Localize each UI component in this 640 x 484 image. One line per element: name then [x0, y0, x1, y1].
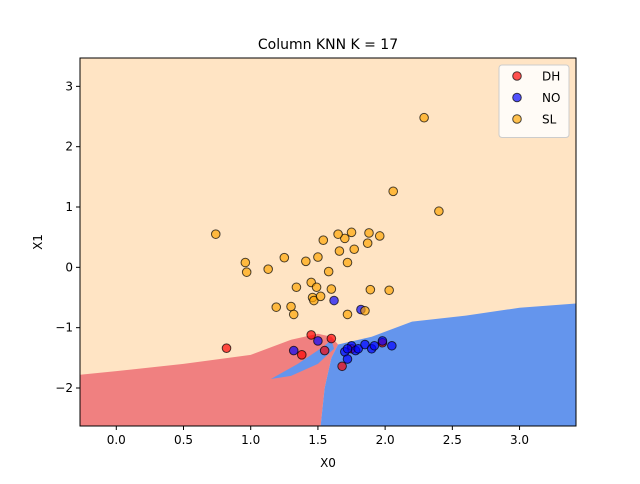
point-sl	[263, 264, 273, 274]
point-no	[377, 336, 388, 346]
point-sl	[362, 238, 373, 249]
point-dh	[319, 345, 330, 356]
point-sl	[288, 309, 299, 320]
plot-area	[79, 57, 577, 427]
point-dh	[221, 343, 232, 353]
point-sl	[346, 227, 357, 238]
point-sl	[323, 266, 334, 277]
point-sl	[434, 206, 444, 217]
point-sl	[342, 257, 353, 268]
x-tick-label: 2.0	[376, 433, 395, 447]
point-sl	[340, 233, 350, 244]
x-tick-label: 3.0	[510, 433, 529, 447]
point-no	[313, 336, 323, 346]
x-axis: 0.0 0.5 1.0 1.5 2.0 2.5 3.0	[107, 426, 529, 447]
point-no	[342, 343, 353, 354]
y-tick-label: 2	[65, 140, 73, 154]
data-points	[210, 112, 444, 372]
point-sl	[388, 186, 398, 197]
y-tick-label: 0	[65, 260, 73, 274]
region-no	[320, 303, 576, 426]
x-tick-label: 0.5	[174, 433, 193, 447]
point-sl	[365, 284, 376, 295]
x-axis-label: X0	[320, 456, 336, 470]
plot-frame	[79, 57, 577, 427]
point-dh	[326, 333, 337, 344]
point-no	[353, 343, 364, 354]
region-dh	[80, 333, 339, 426]
point-dh	[296, 350, 307, 360]
x-tick-label: 2.5	[443, 433, 462, 447]
point-sl	[326, 284, 337, 294]
legend-label-sl: SL	[542, 113, 557, 127]
point-sl	[301, 256, 311, 267]
point-sl	[342, 309, 353, 320]
point-sl	[419, 112, 429, 123]
point-sl	[311, 282, 322, 293]
legend-marker-dh	[512, 71, 522, 81]
point-sl	[360, 305, 370, 316]
point-dh	[306, 330, 316, 340]
point-sl	[384, 285, 394, 296]
point-sl	[291, 282, 302, 293]
y-tick-label: −2	[55, 381, 73, 395]
y-axis-label: X1	[31, 234, 45, 250]
point-sl	[364, 228, 374, 238]
point-no	[369, 340, 380, 351]
legend: DH NO SL	[498, 64, 570, 138]
y-tick-label: 1	[65, 200, 73, 214]
point-no	[360, 339, 370, 350]
point-sl	[313, 252, 323, 262]
point-sl	[333, 229, 343, 239]
y-tick-label: −1	[55, 321, 73, 335]
region-no-notch	[270, 339, 335, 379]
point-no	[387, 340, 397, 351]
x-tick-label: 1.0	[241, 433, 260, 447]
point-sl	[315, 291, 326, 302]
legend-marker-sl	[512, 114, 522, 124]
point-no	[288, 345, 299, 356]
point-sl	[334, 246, 345, 256]
point-sl	[241, 267, 252, 277]
point-no	[342, 354, 353, 364]
point-sl	[271, 302, 282, 312]
y-axis: −2 −1 0 1 2 3	[55, 79, 80, 395]
point-sl	[279, 252, 290, 263]
point-sl	[318, 235, 329, 245]
point-sl	[374, 231, 385, 241]
chart-title: Column KNN K = 17	[258, 37, 398, 53]
point-sl	[210, 229, 221, 239]
point-sl	[240, 257, 251, 268]
y-tick-label: 3	[65, 79, 73, 93]
legend-marker-no	[512, 92, 522, 103]
legend-label-dh: DH	[542, 70, 560, 84]
point-sl	[349, 244, 360, 255]
point-sl	[286, 301, 296, 312]
x-tick-label: 0.0	[107, 433, 126, 447]
point-no	[329, 295, 339, 306]
point-dh	[337, 361, 347, 372]
point-sl	[309, 295, 319, 306]
legend-label-no: NO	[542, 91, 560, 105]
x-tick-label: 1.5	[308, 433, 327, 447]
